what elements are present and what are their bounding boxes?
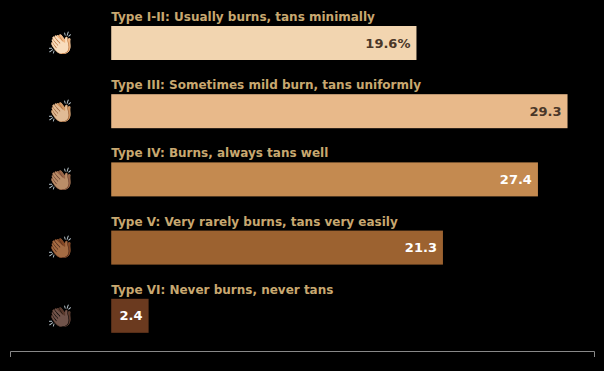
data-label: 21.3 bbox=[405, 240, 437, 255]
annotation: 👏🏽 bbox=[47, 167, 74, 192]
bars bbox=[111, 26, 567, 333]
category-label: Type V: Very rarely burns, tans very eas… bbox=[111, 215, 398, 229]
category-label: Type VI: Never burns, never tans bbox=[111, 283, 333, 297]
bar bbox=[111, 162, 538, 196]
annotation: 👏🏻 bbox=[47, 31, 74, 56]
bar bbox=[111, 26, 416, 60]
axis-line bbox=[11, 352, 595, 358]
bar bbox=[111, 299, 148, 333]
texts: Type I-II: Usually burns, tans minimally… bbox=[47, 10, 561, 329]
annotation: 👏🏾 bbox=[47, 235, 74, 260]
data-label: 29.3 bbox=[529, 104, 561, 119]
background bbox=[0, 0, 604, 371]
chart: Type I-II: Usually burns, tans minimally… bbox=[0, 0, 604, 371]
data-label: 2.4 bbox=[120, 308, 143, 323]
data-label: 27.4 bbox=[500, 172, 532, 187]
bar bbox=[111, 94, 567, 128]
category-label: Type I-II: Usually burns, tans minimally bbox=[111, 10, 375, 24]
annotation: 👏🏿 bbox=[47, 304, 74, 329]
x-axis bbox=[11, 352, 595, 358]
category-label: Type IV: Burns, always tans well bbox=[111, 146, 328, 160]
bar bbox=[111, 231, 443, 265]
category-label: Type III: Sometimes mild burn, tans unif… bbox=[111, 78, 421, 92]
annotation: 👏🏼 bbox=[47, 99, 74, 124]
data-label: 19.6% bbox=[365, 36, 410, 51]
